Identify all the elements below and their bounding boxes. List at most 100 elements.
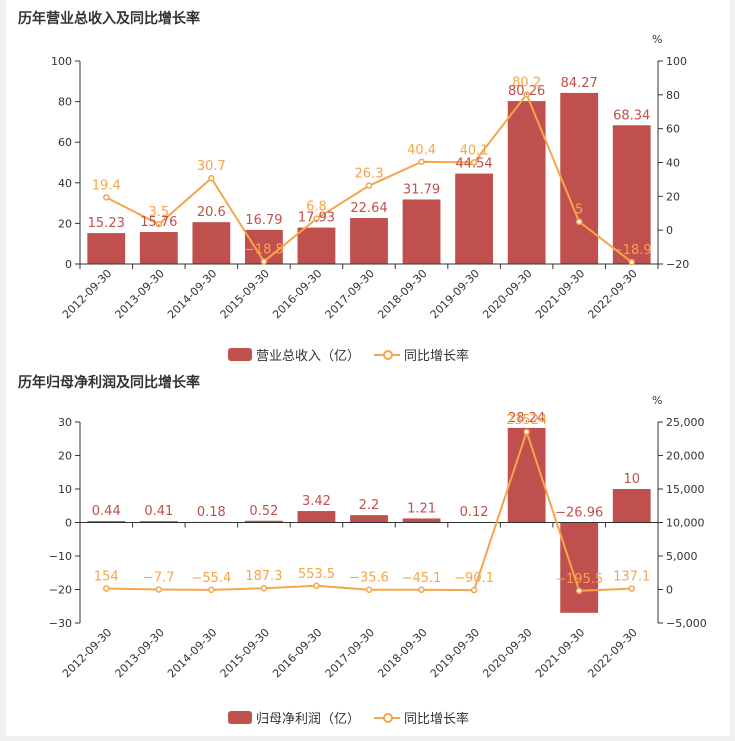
x-tick-label: 2012-09-30 bbox=[60, 267, 114, 321]
x-tick-label: 2015-09-30 bbox=[218, 626, 272, 680]
growth-point bbox=[208, 174, 215, 182]
bar-value-label: 0.52 bbox=[249, 504, 278, 519]
y2-tick-label: 0 bbox=[666, 584, 673, 597]
growth-value-label: −35.6 bbox=[349, 571, 389, 586]
y-tick-label: 30 bbox=[58, 416, 72, 429]
legend-bar-label: 归母净利润（亿） bbox=[256, 712, 361, 727]
growth-value-label: 5 bbox=[575, 203, 583, 218]
bar bbox=[455, 173, 494, 264]
bar bbox=[507, 427, 546, 523]
y2-tick-label: 15,000 bbox=[666, 483, 705, 496]
chart-legend: 归母净利润（亿） 同比增长率 bbox=[228, 708, 469, 727]
y-tick-label: −10 bbox=[49, 550, 72, 563]
growth-value-label: 154 bbox=[94, 569, 119, 584]
x-tick-label: 2018-09-30 bbox=[375, 267, 429, 321]
bar-value-label: 80.26 bbox=[508, 84, 545, 99]
bar bbox=[139, 232, 178, 264]
x-tick-label: 2013-09-30 bbox=[113, 267, 167, 321]
y2-tick-label: 40 bbox=[666, 157, 680, 170]
bar-value-label: 20.6 bbox=[197, 205, 226, 220]
bar-value-label: 15.76 bbox=[140, 215, 177, 230]
x-tick-label: 2021-09-30 bbox=[533, 626, 587, 680]
growth-value-label: 19.4 bbox=[92, 178, 121, 193]
bar-value-label: 17.93 bbox=[298, 211, 335, 226]
bar-value-label: 0.12 bbox=[460, 505, 489, 520]
x-tick-label: 2016-09-30 bbox=[270, 626, 324, 680]
y2-tick-label: 20 bbox=[666, 190, 680, 203]
growth-point bbox=[418, 586, 425, 594]
y2-tick-label: 60 bbox=[666, 123, 680, 136]
bar-value-label: 31.79 bbox=[403, 182, 440, 197]
growth-point bbox=[575, 587, 583, 595]
bar bbox=[297, 511, 336, 523]
bar bbox=[560, 92, 599, 264]
growth-value-label: 80.2 bbox=[512, 75, 541, 90]
bar bbox=[402, 518, 441, 523]
bar-value-label: 0.44 bbox=[92, 504, 121, 519]
bar-value-label: 10 bbox=[623, 472, 640, 487]
growth-point bbox=[418, 158, 425, 166]
legend-line-swatch bbox=[374, 349, 401, 361]
growth-point bbox=[628, 585, 635, 592]
x-tick-label: 2020-09-30 bbox=[480, 626, 534, 680]
bar bbox=[350, 515, 388, 523]
bar bbox=[192, 222, 231, 264]
growth-value-label: 553.5 bbox=[298, 567, 335, 582]
x-tick-label: 2022-09-30 bbox=[585, 626, 639, 680]
growth-point bbox=[628, 258, 635, 266]
x-tick-label: 2017-09-30 bbox=[323, 626, 377, 680]
growth-point bbox=[365, 586, 373, 593]
bar-value-label: 15.23 bbox=[88, 216, 125, 231]
x-tick-label: 2012-09-30 bbox=[60, 626, 114, 680]
x-tick-label: 2016-09-30 bbox=[270, 267, 324, 321]
right-axis-unit: % bbox=[652, 33, 663, 46]
bar bbox=[87, 521, 126, 523]
y-tick-label: 10 bbox=[58, 483, 72, 496]
y-tick-label: −30 bbox=[49, 617, 72, 630]
x-tick-label: 2022-09-30 bbox=[585, 267, 639, 321]
bar-value-label: 0.18 bbox=[197, 505, 226, 520]
growth-value-label: 26.3 bbox=[355, 167, 384, 182]
y-tick-label: 100 bbox=[51, 55, 72, 68]
growth-point bbox=[155, 586, 163, 593]
growth-point bbox=[260, 584, 268, 592]
net-profit-chart-panel: 历年归母净利润及同比增长率 % −30 −20 −10 0 10 20 30 −5,000 0 5… bbox=[6, 370, 730, 736]
growth-point bbox=[365, 182, 373, 189]
x-tick-label: 2021-09-30 bbox=[533, 267, 587, 321]
growth-point bbox=[470, 586, 478, 594]
y-tick-label: 0 bbox=[65, 517, 72, 530]
legend-line-label: 同比增长率 bbox=[404, 349, 470, 364]
growth-value-label: −7.7 bbox=[143, 571, 175, 586]
growth-value-label: −90.1 bbox=[454, 571, 494, 586]
legend-bar-swatch bbox=[228, 711, 252, 724]
bar-value-label: 22.64 bbox=[350, 201, 387, 216]
right-axis-unit: % bbox=[652, 394, 663, 407]
chart-legend: 营业总收入（亿） 同比增长率 bbox=[228, 345, 469, 364]
growth-point bbox=[575, 218, 583, 225]
bar-value-label: 3.42 bbox=[302, 494, 331, 509]
bar-value-label: −26.96 bbox=[555, 506, 603, 521]
y-tick-label: −20 bbox=[49, 584, 72, 597]
bar bbox=[402, 199, 441, 264]
revenue-chart-panel: 历年营业总收入及同比增长率 % 0 20 40 60 80 100 −20 0 20 40 60 80… bbox=[6, 0, 730, 370]
bar bbox=[139, 521, 178, 523]
growth-value-label: −45.1 bbox=[402, 571, 442, 586]
growth-value-label: 40.1 bbox=[460, 143, 489, 158]
y2-tick-label: 80 bbox=[666, 89, 680, 102]
growth-value-label: 137.1 bbox=[613, 570, 650, 585]
x-tick-label: 2014-09-30 bbox=[165, 267, 219, 321]
y2-tick-label: −20 bbox=[666, 258, 689, 271]
growth-value-label: −55.4 bbox=[191, 571, 231, 586]
x-tick-label: 2014-09-30 bbox=[165, 626, 219, 680]
y2-tick-label: −5,000 bbox=[666, 617, 707, 630]
y2-tick-label: 20,000 bbox=[666, 450, 705, 463]
bar-value-label: 84.27 bbox=[561, 76, 598, 91]
y-tick-label: 20 bbox=[58, 450, 72, 463]
y2-tick-label: 25,000 bbox=[666, 416, 705, 429]
y-tick-label: 0 bbox=[65, 258, 72, 271]
legend-line-swatch bbox=[374, 712, 401, 724]
chart-title: 历年归母净利润及同比增长率 bbox=[18, 375, 200, 391]
growth-point bbox=[208, 586, 215, 594]
growth-point bbox=[523, 91, 530, 98]
growth-point bbox=[313, 582, 320, 590]
